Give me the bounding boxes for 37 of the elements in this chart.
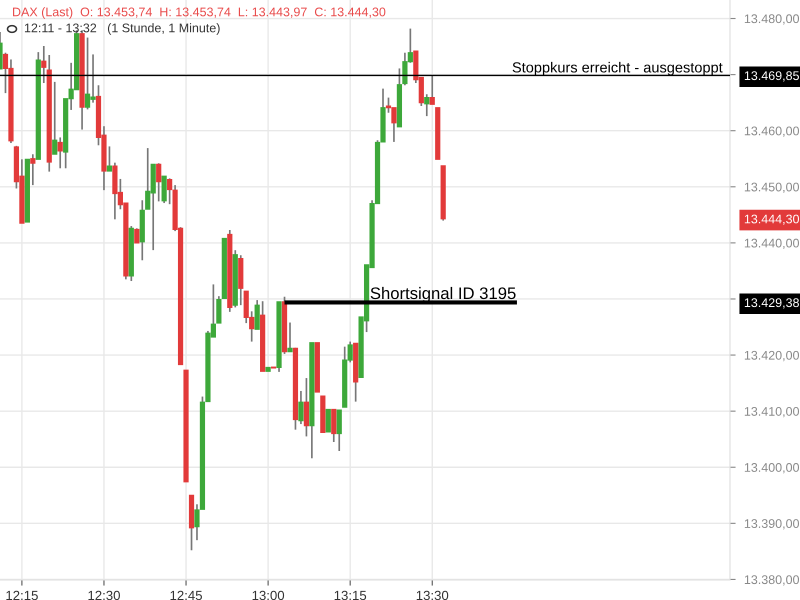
candlestick <box>216 295 222 324</box>
candlestick <box>106 146 112 172</box>
candlestick <box>424 93 430 117</box>
y-tick-label: 13.400,00 <box>744 463 800 474</box>
text: DAX (Last) O: 13.453,74 H: 13.453,74 L: 13.443,97 C: 13.444,30 <box>13 7 386 19</box>
y-tick-label: 13.429,38 <box>744 298 799 309</box>
x-tick-label: 13:15 <box>334 590 366 600</box>
y-tick-label: 13.420,00 <box>744 350 800 362</box>
y-tick-label: 13.390,00 <box>744 519 800 530</box>
candlestick <box>30 153 36 186</box>
ref-line-label: Stoppkurs erreicht - ausgestoppt <box>512 62 723 76</box>
x-tick-label: 12:30 <box>88 590 120 600</box>
candlestick <box>134 227 140 244</box>
annotation: Shortsignal ID 3195 <box>370 286 516 302</box>
candlestick <box>52 81 58 156</box>
candlestick <box>287 322 293 353</box>
y-tick-label: 13.450,00 <box>744 182 800 193</box>
candlestick <box>430 74 435 106</box>
y-tick-label: 13.480,00 <box>744 14 800 25</box>
candlestick <box>58 136 63 170</box>
y-tick-label: 13.440,00 <box>744 238 800 250</box>
candlestick <box>298 390 304 425</box>
candlestick <box>304 377 310 438</box>
text: 12:11 - 13:32 (1 Stunde, 1 Minute) <box>24 23 220 35</box>
candlestick <box>336 409 342 452</box>
y-tick-label: 13.460,00 <box>744 126 800 137</box>
y-tick-label: 13.410,00 <box>744 406 800 418</box>
x-tick-label: 13:30 <box>416 590 448 600</box>
x-tick-label: 12:15 <box>6 590 38 600</box>
y-tick-label: 13.469,85 <box>744 71 799 82</box>
candlestick <box>326 408 331 432</box>
y-tick-label: 13.380,00 <box>744 575 800 586</box>
y-tick-label: 13.444,30 <box>744 214 800 225</box>
candlestick <box>41 45 46 84</box>
candlestick <box>156 162 162 202</box>
x-tick-label: 12:45 <box>170 590 202 600</box>
x-tick-label: 13:00 <box>252 590 284 600</box>
